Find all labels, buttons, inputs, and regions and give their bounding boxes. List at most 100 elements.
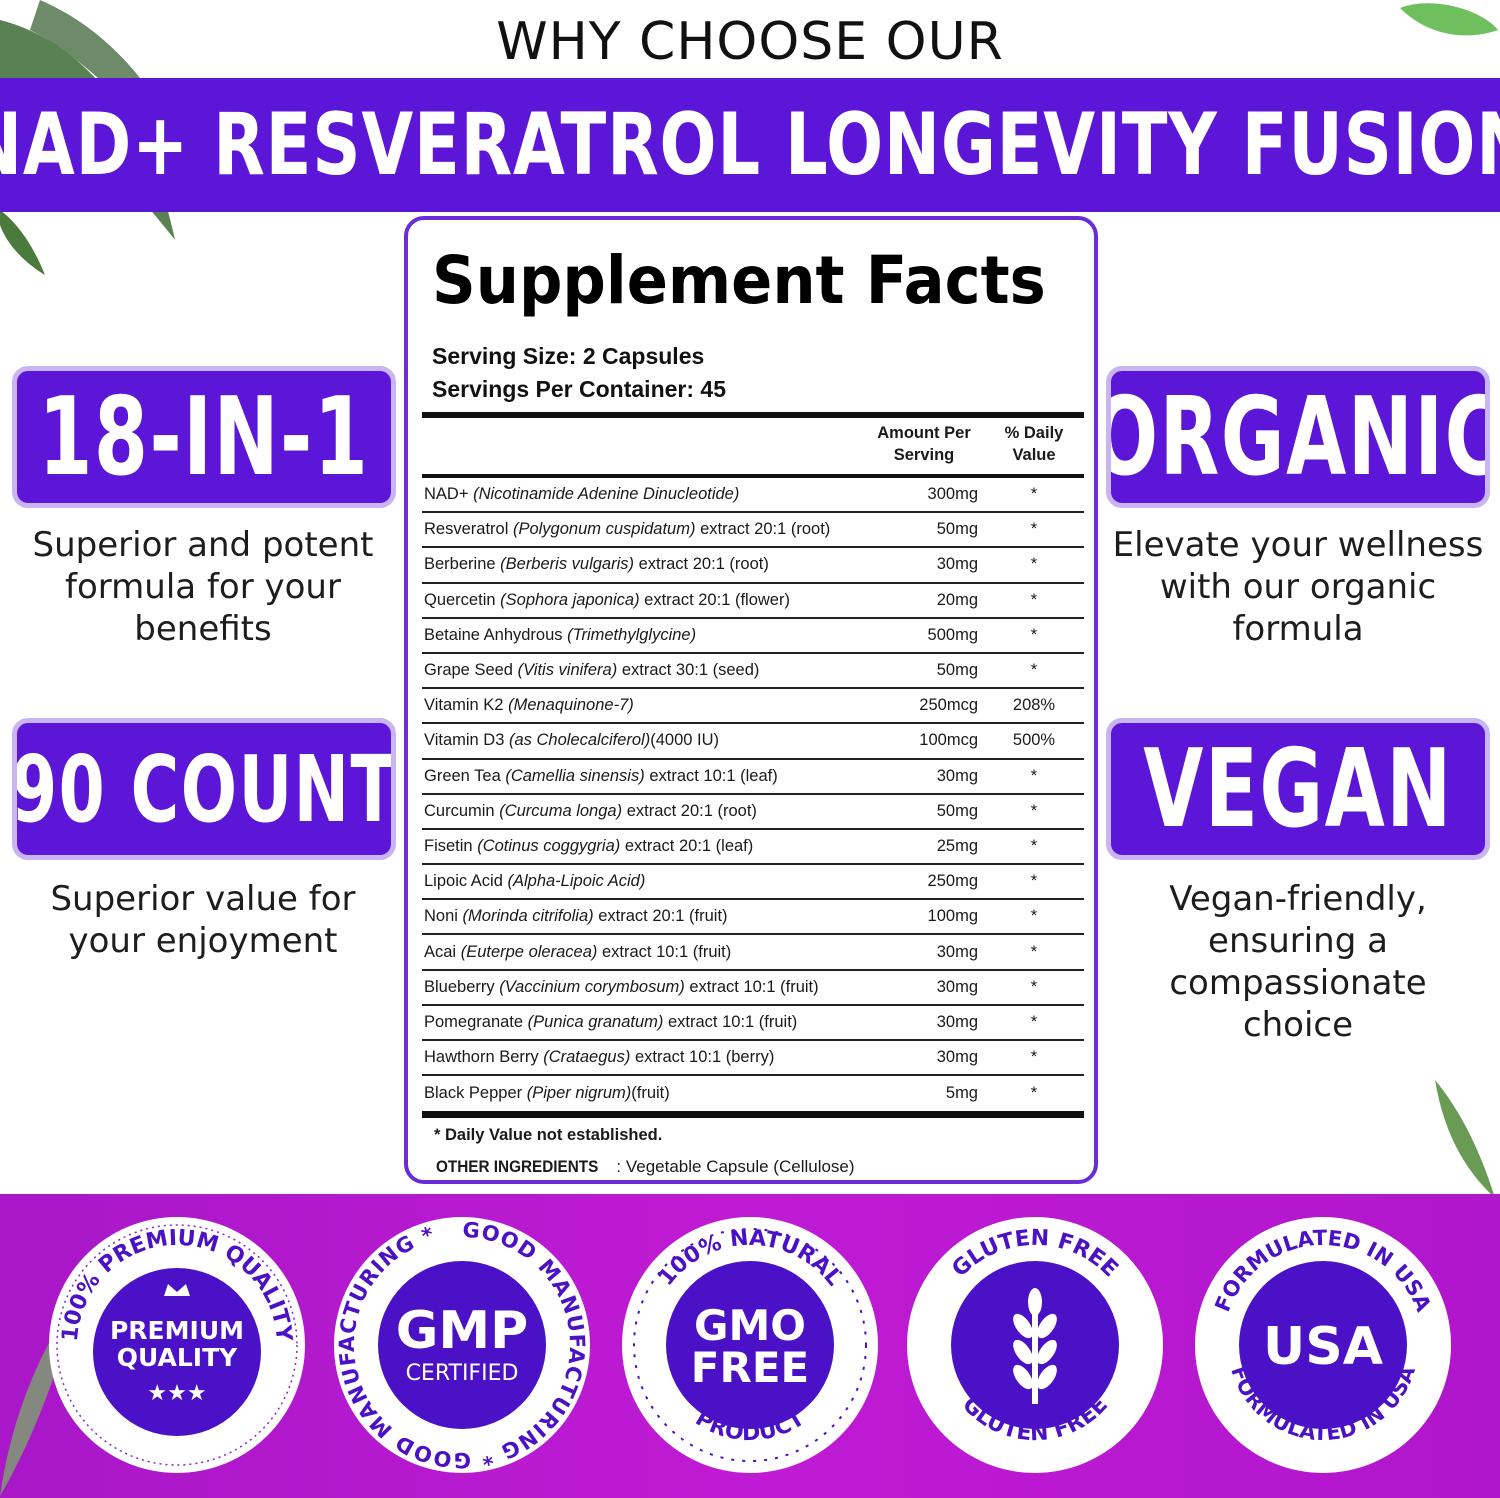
- ingredient-row: Acai (Euterpe oleracea) extract 10:1 (fr…: [422, 935, 1084, 971]
- headline-why-choose: WHY CHOOSE OUR: [496, 12, 1004, 72]
- ingredient-daily-value: *: [1030, 1048, 1038, 1067]
- ingredient-name: Pomegranate (Punica granatum) extract 10…: [424, 1012, 798, 1031]
- ingredient-amount: 300mg: [927, 485, 978, 504]
- ingredient-daily-value: *: [1030, 1084, 1038, 1103]
- ingredient-row: Lipoic Acid (Alpha-Lipoic Acid) 250mg *: [422, 865, 1084, 901]
- daily-value-note: * Daily Value not established.: [434, 1126, 663, 1145]
- ingredient-row: Resveratrol (Polygonum cuspidatum) extra…: [422, 513, 1084, 549]
- ingredient-row: Betaine Anhydrous (Trimethylglycine) 500m…: [422, 619, 1084, 654]
- ingredient-amount: 25mg: [936, 836, 978, 855]
- facts-divider-top: [422, 412, 1084, 418]
- gluten-free-seal: GLUTEN FREE GLUTEN FREE: [904, 1214, 1166, 1476]
- ingredient-name: Acai (Euterpe oleracea) extract 10:1 (fr…: [424, 942, 732, 961]
- column-header-daily-value: % Daily Value: [1004, 424, 1064, 464]
- ingredient-daily-value: 500%: [1012, 731, 1056, 750]
- ingredient-amount: 20mg: [936, 590, 978, 609]
- feature-text-vegan: Vegan-friendly, ensuring a compassionate…: [1169, 879, 1427, 1045]
- ingredient-amount: 250mg: [927, 872, 978, 891]
- ingredient-amount: 50mg: [936, 520, 978, 539]
- ingredient-row: Quercetin (Sophora japonica) extract 20:…: [422, 584, 1084, 619]
- svg-text:FREE: FREE: [691, 1343, 809, 1392]
- ingredient-name: Black Pepper (Piper nigrum)(fruit): [424, 1084, 670, 1103]
- ingredient-name: Fisetin (Cotinus coggygria) extract 20:1…: [424, 836, 754, 855]
- ingredient-name: Quercetin (Sophora japonica) extract 20:…: [424, 590, 790, 609]
- ingredient-daily-value: *: [1030, 1012, 1038, 1031]
- ingredient-amount: 100mg: [927, 907, 978, 926]
- ingredient-list: NAD+ (Nicotinamide Adenine Dinucleotide)…: [422, 478, 1084, 1111]
- premium-quality-seal: 100% PREMIUM QUALITY PREMIUM QUALITY ★★★: [46, 1214, 308, 1476]
- gmp-certified-seal: GOOD MANUFACTURING * GOOD MANUFACTURING …: [331, 1214, 593, 1476]
- ingredient-name: Blueberry (Vaccinium corymbosum) extract…: [424, 977, 819, 996]
- other-ingredients: OTHER INGREDIENTS: Vegetable Capsule (Ce…: [436, 1157, 855, 1177]
- ingredient-daily-value: *: [1030, 590, 1038, 609]
- ingredient-name: Curcumin (Curcuma longa) extract 20:1 (r…: [424, 801, 757, 820]
- svg-text:★★★: ★★★: [147, 1381, 206, 1406]
- ingredient-daily-value: *: [1030, 555, 1038, 574]
- badge-organic: ORGANIC: [1106, 366, 1490, 508]
- ingredient-daily-value: *: [1030, 907, 1038, 926]
- ingredient-row: Vitamin D3 (as Cholecalciferol)(4000 IU)…: [422, 724, 1084, 760]
- ingredient-daily-value: *: [1030, 766, 1038, 785]
- ingredient-daily-value: *: [1030, 625, 1038, 644]
- ingredient-row: Berberine (Berberis vulgaris) extract 20…: [422, 548, 1084, 584]
- svg-text:PREMIUM: PREMIUM: [110, 1316, 244, 1345]
- ingredient-amount: 30mg: [936, 942, 978, 961]
- serving-info: Serving Size: 2 Capsules Servings Per Co…: [432, 340, 1084, 406]
- servings-per-container: Servings Per Container: 45: [432, 376, 726, 402]
- ingredient-row: Blueberry (Vaccinium corymbosum) extract…: [422, 971, 1084, 1006]
- ingredient-daily-value: *: [1030, 661, 1038, 680]
- svg-text:CERTIFIED: CERTIFIED: [406, 1361, 519, 1386]
- ingredient-daily-value: *: [1030, 942, 1038, 961]
- wheat-icon: [1013, 1288, 1057, 1404]
- ingredient-daily-value: *: [1030, 485, 1038, 504]
- product-title: NAD+ RESVERATROL LONGEVITY FUSION: [0, 95, 1500, 195]
- ingredient-row: Grape Seed (Vitis vinifera) extract 30:1…: [422, 654, 1084, 690]
- ingredient-name: Betaine Anhydrous (Trimethylglycine): [424, 625, 697, 644]
- svg-text:QUALITY: QUALITY: [117, 1343, 238, 1372]
- gmo-free-seal: 100% NATURAL PRODUCT GMO FREE: [619, 1214, 881, 1476]
- feature-text-90-count: Superior value for your enjoyment: [50, 879, 356, 961]
- formulated-in-usa-seal: FORMULATED IN USA FORMULATED IN USA USA: [1192, 1214, 1454, 1476]
- ingredient-name: Hawthorn Berry (Crataegus) extract 10:1 …: [424, 1048, 775, 1067]
- ingredient-name: Berberine (Berberis vulgaris) extract 20…: [424, 555, 769, 574]
- ingredient-name: Grape Seed (Vitis vinifera) extract 30:1…: [424, 661, 760, 680]
- ingredient-amount: 100mcg: [919, 731, 978, 750]
- ingredient-row: Pomegranate (Punica granatum) extract 10…: [422, 1006, 1084, 1041]
- supplement-facts-panel: Supplement Facts Serving Size: 2 Capsule…: [404, 216, 1098, 1184]
- ingredient-amount: 250mcg: [919, 696, 978, 715]
- ingredient-daily-value: *: [1030, 520, 1038, 539]
- feature-text-18-in-1: Superior and potent formula for your ben…: [32, 525, 374, 649]
- ingredient-row: Green Tea (Camellia sinensis) extract 10…: [422, 760, 1084, 795]
- ingredient-name: Vitamin D3 (as Cholecalciferol)(4000 IU): [424, 731, 719, 750]
- facts-column-headers: Amount Per Serving % Daily Value: [422, 418, 1084, 474]
- ingredient-row: Noni (Morinda citrifolia) extract 20:1 (…: [422, 900, 1084, 936]
- ingredient-row: Fisetin (Cotinus coggygria) extract 20:1…: [422, 830, 1084, 866]
- svg-text:GMP: GMP: [396, 1301, 529, 1361]
- badge-90-count: 90 COUNT: [12, 718, 396, 860]
- svg-text:GMO: GMO: [694, 1301, 806, 1350]
- ingredient-amount: 30mg: [936, 555, 978, 574]
- ingredient-daily-value: *: [1030, 872, 1038, 891]
- ingredient-name: Noni (Morinda citrifolia) extract 20:1 (…: [424, 907, 728, 926]
- ingredient-row: Hawthorn Berry (Crataegus) extract 10:1 …: [422, 1041, 1084, 1077]
- ingredient-row: Vitamin K2 (Menaquinone-7) 250mcg 208%: [422, 689, 1084, 725]
- ingredient-amount: 5mg: [945, 1084, 978, 1103]
- ingredient-amount: 50mg: [936, 801, 978, 820]
- leaf-decoration-bottom-right: [1435, 1080, 1495, 1198]
- ingredient-amount: 50mg: [936, 661, 978, 680]
- product-title-band: NAD+ RESVERATROL LONGEVITY FUSION: [0, 78, 1500, 212]
- badge-18-in-1: 18-IN-1: [12, 366, 396, 508]
- ingredient-daily-value: *: [1030, 977, 1038, 996]
- ingredient-row: Curcumin (Curcuma longa) extract 20:1 (r…: [422, 795, 1084, 830]
- ingredient-amount: 500mg: [927, 625, 978, 644]
- ingredient-amount: 30mg: [936, 1048, 978, 1067]
- crown-icon: [164, 1284, 190, 1296]
- ingredient-row: Black Pepper (Piper nigrum)(fruit) 5mg *: [422, 1076, 1084, 1111]
- facts-divider-bottom: [422, 1111, 1084, 1119]
- badge-vegan: VEGAN: [1106, 718, 1490, 860]
- ingredient-name: Lipoic Acid (Alpha-Lipoic Acid): [424, 872, 646, 891]
- ingredient-daily-value: *: [1030, 801, 1038, 820]
- ingredient-name: Green Tea (Camellia sinensis) extract 10…: [424, 766, 778, 785]
- supplement-facts-title: Supplement Facts: [432, 242, 1046, 319]
- feature-text-organic: Elevate your wellness with our organic f…: [1112, 525, 1484, 649]
